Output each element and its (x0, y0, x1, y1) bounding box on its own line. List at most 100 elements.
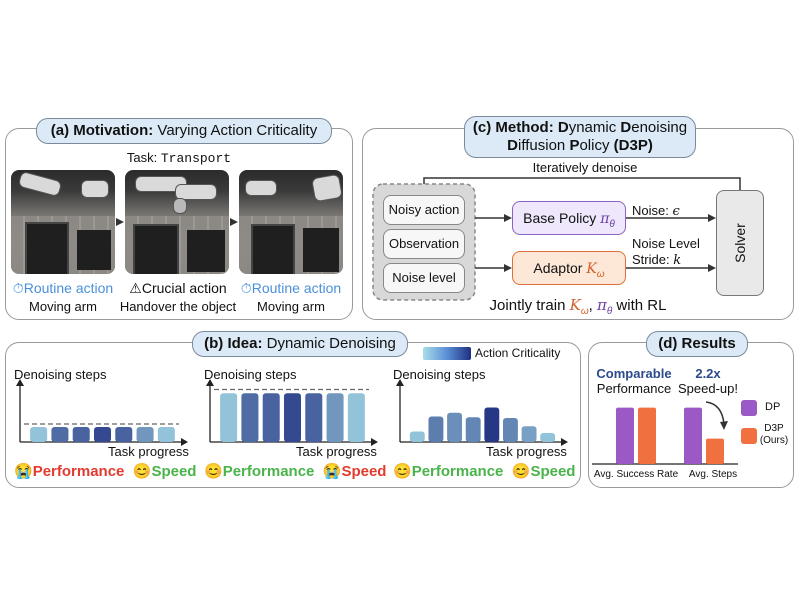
speedup-arrowhead (720, 421, 728, 430)
chart2-bar (326, 393, 344, 442)
joint-train-label: Jointly train Kω, πθ with RL (489, 296, 667, 317)
results-xlabel-success: Avg. Success Rate (593, 469, 679, 480)
dp-bar-steps (684, 407, 702, 464)
frame-2-action: ⚠Crucial action (129, 280, 227, 296)
arrowhead-base-policy (504, 214, 512, 222)
task-name: Transport (160, 151, 232, 166)
d3p-bar-steps (706, 438, 724, 464)
chart1-bar (136, 427, 154, 442)
frame-arrow-2 (230, 218, 238, 226)
chart3-bar (428, 416, 444, 442)
chart3-bar (409, 431, 425, 442)
arrowhead-adaptor (504, 264, 512, 272)
chart2-bar (220, 393, 238, 442)
chart1-y-arrow (16, 379, 24, 386)
chart2-y-arrow (206, 379, 214, 386)
legend-dp-swatch (741, 400, 757, 416)
base-policy-box: Base Policy πθ (512, 201, 626, 235)
chart2-bar (347, 393, 365, 442)
task-label-text: Task: (126, 150, 158, 165)
method-tag: (c) Method: Dynamic Denoising Diffusion … (464, 116, 696, 158)
noise-label: Noise: ϵ (632, 203, 680, 219)
chart2-bar (305, 393, 323, 442)
chart1-bar (51, 427, 69, 442)
chart3-ylabel: Denoising steps (393, 367, 486, 382)
idea-tag: (b) Idea: Dynamic Denoising (192, 331, 408, 357)
chart1-bar (157, 427, 175, 442)
chart3-bar (484, 407, 500, 442)
idea-charts (16, 379, 568, 446)
chart3-bar (465, 417, 481, 442)
motivation-tag-prefix: (a) Motivation: (50, 122, 154, 139)
method-tag-line1: (c) Method: Dynamic Denoising (472, 119, 688, 136)
chart2-bar (241, 393, 259, 442)
speedup-label: Speed-up! (678, 381, 738, 396)
frame-3-image (239, 170, 343, 274)
chart2-bar (262, 393, 280, 442)
arrowhead-stride (708, 264, 716, 272)
chart3-bar (447, 412, 463, 442)
chart1-bar (93, 427, 112, 442)
smile-face-icon: 😊 (132, 463, 152, 480)
noise-level-label: Noise Level (632, 236, 700, 251)
chart1-ylabel: Denoising steps (14, 367, 107, 382)
input-observation: Observation (383, 229, 465, 259)
chart1-bar (115, 427, 133, 442)
legend-dp-label: DP (765, 401, 781, 413)
arrowhead-noise (708, 214, 716, 222)
results-chart (592, 401, 738, 465)
chart3-bar (502, 418, 518, 442)
performance-label: Performance (596, 381, 672, 396)
chart3-outcome: 😊Performance 😊Speed (393, 463, 576, 480)
loop-label: Iteratively denoise (532, 160, 638, 175)
criticality-legend-bar (423, 347, 471, 360)
chart2-outcome: 😊Performance 😭Speed (204, 463, 387, 480)
chart2-xlabel: Task progress (296, 444, 377, 459)
criticality-legend-label: Action Criticality (475, 346, 561, 360)
frame-2-image (125, 170, 229, 274)
legend-d3p-label: D3P (Ours) (759, 423, 789, 446)
warning-icon: ⚠ (129, 280, 142, 296)
frame-arrow-1 (116, 218, 124, 226)
chart3-bar (540, 433, 556, 442)
legend-d3p-swatch (741, 428, 757, 444)
chart3-y-arrow (396, 379, 404, 386)
timer-icon: ⏱ (12, 280, 24, 296)
frame-arrows (116, 218, 238, 226)
d3p-bar-success (638, 407, 656, 464)
chart2-x-arrow (371, 438, 378, 446)
motivation-tag-rest: Varying Action Criticality (153, 122, 318, 139)
stride-label: Stride: k (632, 252, 682, 268)
chart1-bar (30, 427, 48, 442)
chart3-x-arrow (561, 438, 568, 446)
input-noise-level: Noise level (383, 263, 465, 293)
chart1-x-arrow (181, 438, 188, 446)
motivation-tag: (a) Motivation: Varying Action Criticali… (36, 118, 332, 144)
input-noisy-action: Noisy action (383, 195, 465, 225)
results-xlabel-steps: Avg. Steps (688, 469, 738, 480)
chart2-ylabel: Denoising steps (204, 367, 297, 382)
smile-face-icon: 😊 (204, 463, 223, 480)
task-label: Task: Transport (114, 150, 244, 166)
denoise-loop-line (423, 177, 741, 192)
speedup-arrow (705, 401, 725, 425)
frame-1-action: ⏱Routine action (12, 280, 114, 296)
speedup-value: 2.2x (695, 366, 721, 381)
frame-2-desc: Handover the object (119, 299, 237, 314)
chart1-bar (72, 427, 90, 442)
timer-icon: ⏱ (240, 280, 252, 296)
smile-face-icon: 😊 (511, 463, 531, 480)
crying-face-icon: 😭 (14, 463, 33, 480)
frame-3-desc: Moving arm (257, 299, 325, 314)
chart2-bar (283, 393, 302, 442)
dp-bar-success (616, 407, 634, 464)
chart1-xlabel: Task progress (108, 444, 189, 459)
solver-box: Solver (716, 190, 764, 296)
solver-label: Solver (732, 223, 748, 263)
chart3-bar (521, 426, 537, 442)
frame-1-desc: Moving arm (29, 299, 97, 314)
frame-1-image (11, 170, 115, 274)
crying-face-icon: 😭 (322, 463, 342, 480)
method-tag-line2: Diffusion Policy (D3P) (507, 137, 653, 154)
results-tag: (d) Results (646, 331, 748, 357)
